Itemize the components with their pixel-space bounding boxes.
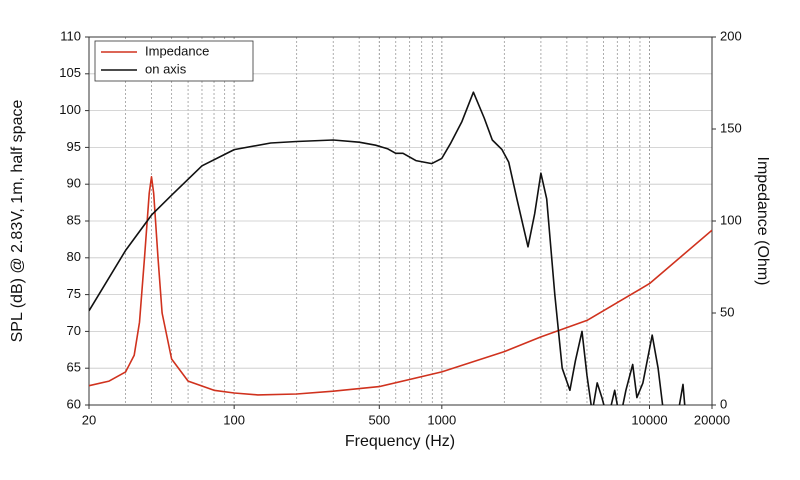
y-tick-label: 105 bbox=[59, 65, 81, 80]
legend-label: Impedance bbox=[145, 43, 209, 58]
y2-tick-label: 200 bbox=[720, 28, 742, 43]
y-tick-label: 75 bbox=[67, 286, 81, 301]
y2-tick-label: 50 bbox=[720, 304, 734, 319]
y-tick-label: 90 bbox=[67, 176, 81, 191]
y-tick-label: 85 bbox=[67, 212, 81, 227]
y-tick-label: 65 bbox=[67, 360, 81, 375]
y-tick-label: 100 bbox=[59, 102, 81, 117]
x-tick-label: 500 bbox=[368, 412, 390, 427]
y-axis-title: SPL (dB) @ 2.83V, 1m, half space bbox=[9, 100, 26, 343]
y-tick-label: 110 bbox=[60, 28, 81, 43]
y-tick-label: 80 bbox=[67, 249, 81, 264]
legend-label: on axis bbox=[145, 61, 187, 76]
plot-frame bbox=[88, 36, 713, 406]
x-tick-label: 1000 bbox=[427, 412, 456, 427]
y-tick-label: 70 bbox=[67, 323, 81, 338]
x-tick-label: 100 bbox=[223, 412, 245, 427]
series-line bbox=[89, 91, 686, 405]
y2-axis-title: Impedance (Ohm) bbox=[754, 157, 771, 286]
y2-tick-label: 0 bbox=[720, 396, 727, 411]
y-tick-label: 60 bbox=[67, 396, 81, 411]
y-tick-label: 95 bbox=[67, 139, 81, 154]
y2-tick-label: 150 bbox=[720, 120, 742, 135]
series-line bbox=[89, 176, 712, 396]
plot-area bbox=[89, 91, 712, 405]
legend-box bbox=[94, 40, 254, 82]
x-tick-label: 20000 bbox=[694, 412, 730, 427]
x-tick-label: 10000 bbox=[631, 412, 667, 427]
y2-tick-label: 100 bbox=[720, 212, 742, 227]
x-tick-label: 20 bbox=[82, 412, 96, 427]
x-axis-title: Frequency (Hz) bbox=[345, 433, 455, 450]
